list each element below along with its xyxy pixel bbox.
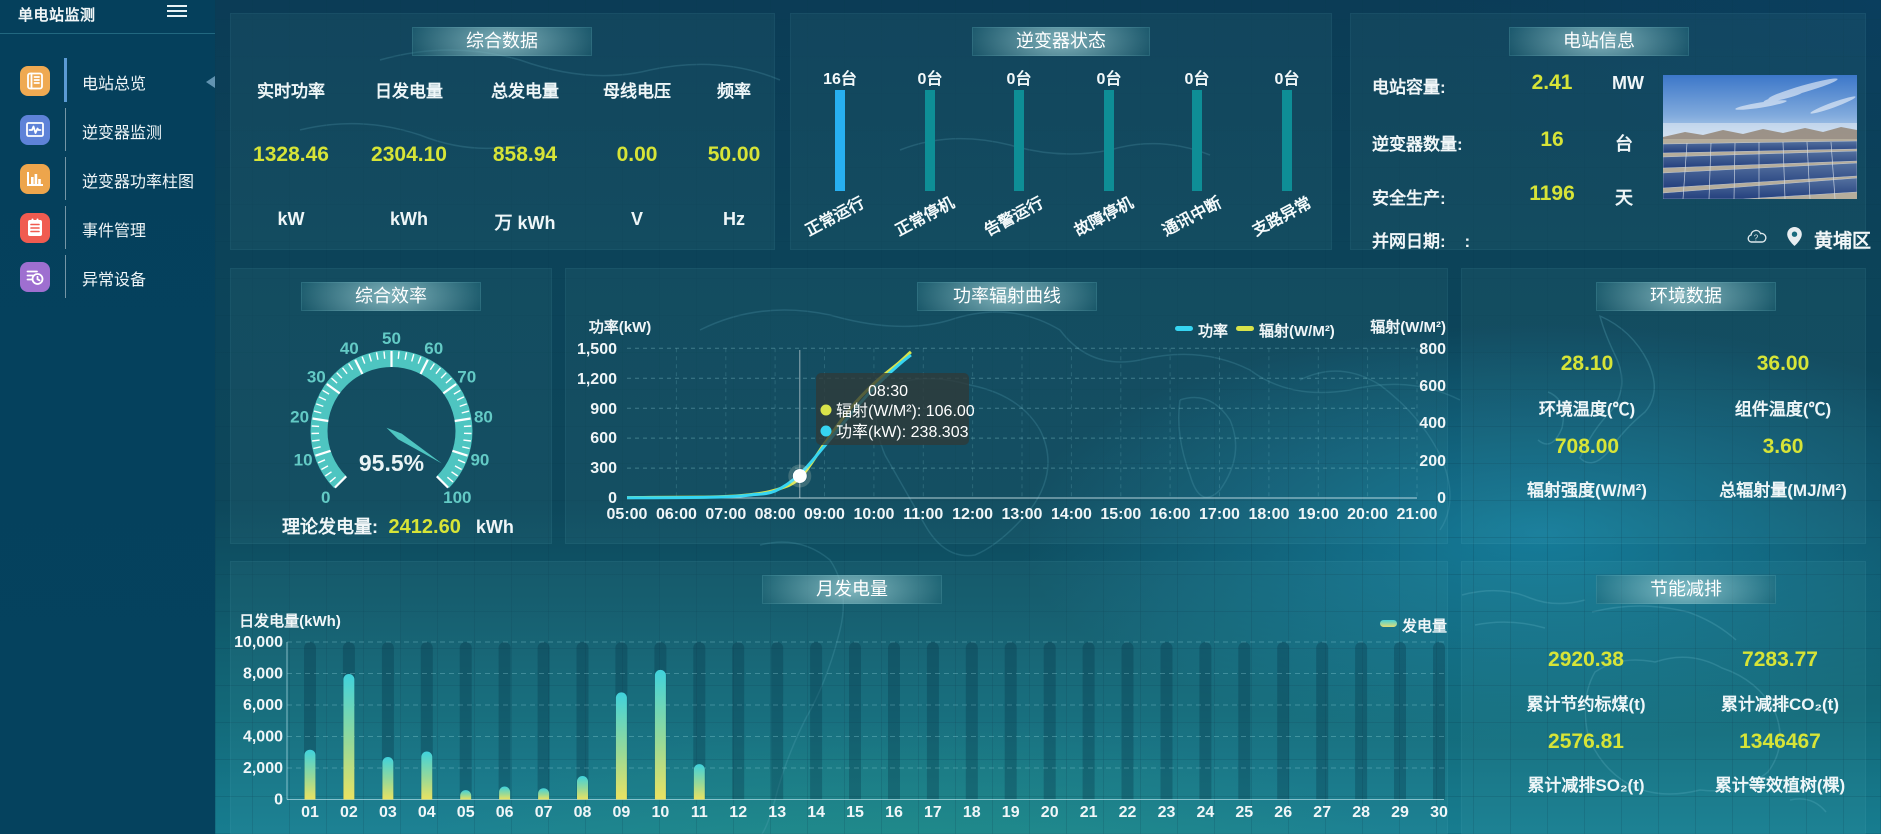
svg-text:07:00: 07:00: [705, 506, 746, 523]
svg-text:1,500: 1,500: [577, 341, 617, 358]
svg-text:辐射(W/M²): 辐射(W/M²): [1259, 322, 1335, 340]
svg-text:0: 0: [274, 792, 283, 809]
svg-text:15: 15: [846, 804, 864, 821]
svg-text:19:00: 19:00: [1298, 506, 1339, 523]
svg-text:26: 26: [1274, 804, 1292, 821]
svg-text:14:00: 14:00: [1051, 506, 1092, 523]
svg-text:05:00: 05:00: [607, 506, 648, 523]
svg-text:6,000: 6,000: [243, 697, 283, 714]
svg-text:400: 400: [1419, 415, 1446, 432]
svg-text:30: 30: [1430, 804, 1448, 821]
svg-text:27: 27: [1313, 804, 1331, 821]
svg-text:05: 05: [457, 804, 475, 821]
svg-text:09: 09: [613, 804, 631, 821]
svg-text:功率: 功率: [1198, 322, 1228, 340]
svg-text:24: 24: [1197, 804, 1215, 821]
svg-text:300: 300: [590, 460, 617, 477]
svg-text:2,000: 2,000: [243, 760, 283, 777]
svg-text:23: 23: [1158, 804, 1176, 821]
svg-text:600: 600: [590, 430, 617, 447]
svg-text:06: 06: [496, 804, 514, 821]
svg-text:19: 19: [1002, 804, 1020, 821]
svg-text:90: 90: [470, 451, 489, 470]
svg-text:10: 10: [294, 451, 313, 470]
svg-text:03: 03: [379, 804, 397, 821]
svg-text:0: 0: [608, 490, 617, 507]
svg-text:?: ?: [1754, 234, 1759, 243]
svg-text:10,000: 10,000: [234, 634, 283, 651]
svg-text:40: 40: [340, 339, 359, 358]
svg-text:20: 20: [1041, 804, 1059, 821]
svg-text:02: 02: [340, 804, 358, 821]
svg-text:100: 100: [443, 488, 471, 507]
svg-text:28: 28: [1352, 804, 1370, 821]
svg-text:07: 07: [535, 804, 553, 821]
svg-text:80: 80: [474, 408, 493, 427]
svg-text:11:00: 11:00: [903, 506, 943, 523]
svg-text:20:00: 20:00: [1347, 506, 1388, 523]
svg-text:8,000: 8,000: [243, 666, 283, 683]
svg-text:10: 10: [652, 804, 670, 821]
svg-text:11: 11: [691, 804, 708, 821]
svg-text:29: 29: [1391, 804, 1409, 821]
svg-text:200: 200: [1419, 453, 1446, 470]
svg-text:功率(kW): 238.303: 功率(kW): 238.303: [836, 423, 969, 441]
svg-text:21:00: 21:00: [1397, 506, 1438, 523]
svg-text:发电量: 发电量: [1401, 617, 1447, 635]
svg-text:0: 0: [321, 488, 330, 507]
svg-text:18:00: 18:00: [1248, 506, 1289, 523]
svg-text:0: 0: [1437, 490, 1446, 507]
svg-text:09:00: 09:00: [804, 506, 845, 523]
svg-text:16:00: 16:00: [1150, 506, 1191, 523]
svg-text:25: 25: [1235, 804, 1253, 821]
svg-text:辐射(W/M²): 106.00: 辐射(W/M²): 106.00: [836, 402, 975, 420]
svg-text:60: 60: [424, 339, 443, 358]
svg-text:01: 01: [301, 804, 319, 821]
svg-text:1,200: 1,200: [577, 371, 617, 388]
svg-text:70: 70: [457, 367, 476, 386]
svg-text:30: 30: [307, 367, 326, 386]
svg-text:08: 08: [574, 804, 592, 821]
svg-text:12:00: 12:00: [952, 506, 993, 523]
svg-text:900: 900: [590, 401, 617, 418]
svg-text:22: 22: [1119, 804, 1137, 821]
svg-text:04: 04: [418, 804, 436, 821]
svg-text:15:00: 15:00: [1100, 506, 1141, 523]
svg-text:21: 21: [1080, 804, 1098, 821]
svg-text:06:00: 06:00: [656, 506, 697, 523]
svg-text:功率(kW): 功率(kW): [589, 318, 652, 336]
svg-text:13:00: 13:00: [1002, 506, 1043, 523]
svg-text:4,000: 4,000: [243, 729, 283, 746]
svg-text:95.5%: 95.5%: [359, 450, 424, 476]
svg-text:600: 600: [1419, 378, 1446, 395]
svg-text:12: 12: [729, 804, 747, 821]
svg-text:10:00: 10:00: [853, 506, 894, 523]
svg-text:800: 800: [1419, 341, 1446, 358]
svg-text:辐射(W/M²): 辐射(W/M²): [1370, 318, 1446, 336]
svg-text:18: 18: [963, 804, 981, 821]
svg-text:50: 50: [382, 329, 401, 348]
svg-text:日发电量(kWh): 日发电量(kWh): [239, 612, 341, 630]
svg-text:08:00: 08:00: [755, 506, 796, 523]
svg-text:13: 13: [768, 804, 786, 821]
svg-text:08:30: 08:30: [868, 383, 908, 400]
svg-text:16: 16: [885, 804, 903, 821]
svg-text:17: 17: [924, 804, 942, 821]
svg-text:14: 14: [807, 804, 825, 821]
svg-text:17:00: 17:00: [1199, 506, 1240, 523]
svg-text:20: 20: [290, 408, 309, 427]
